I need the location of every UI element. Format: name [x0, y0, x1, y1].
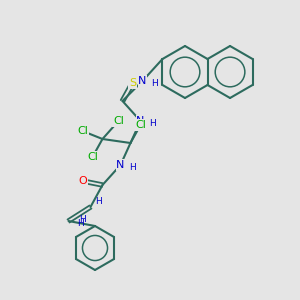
Text: O: O — [78, 176, 87, 186]
Text: H: H — [149, 118, 156, 127]
Text: Cl: Cl — [135, 120, 146, 130]
Text: H: H — [79, 214, 86, 224]
Text: Cl: Cl — [77, 126, 88, 136]
Text: Cl: Cl — [87, 152, 98, 162]
Text: N: N — [116, 160, 125, 170]
Text: H: H — [95, 196, 102, 206]
Text: N: N — [138, 76, 147, 86]
Text: Cl: Cl — [113, 116, 124, 126]
Text: N: N — [136, 116, 145, 126]
Text: H: H — [77, 218, 84, 227]
Text: H: H — [152, 79, 158, 88]
Text: H: H — [130, 163, 136, 172]
Text: S: S — [129, 78, 136, 88]
